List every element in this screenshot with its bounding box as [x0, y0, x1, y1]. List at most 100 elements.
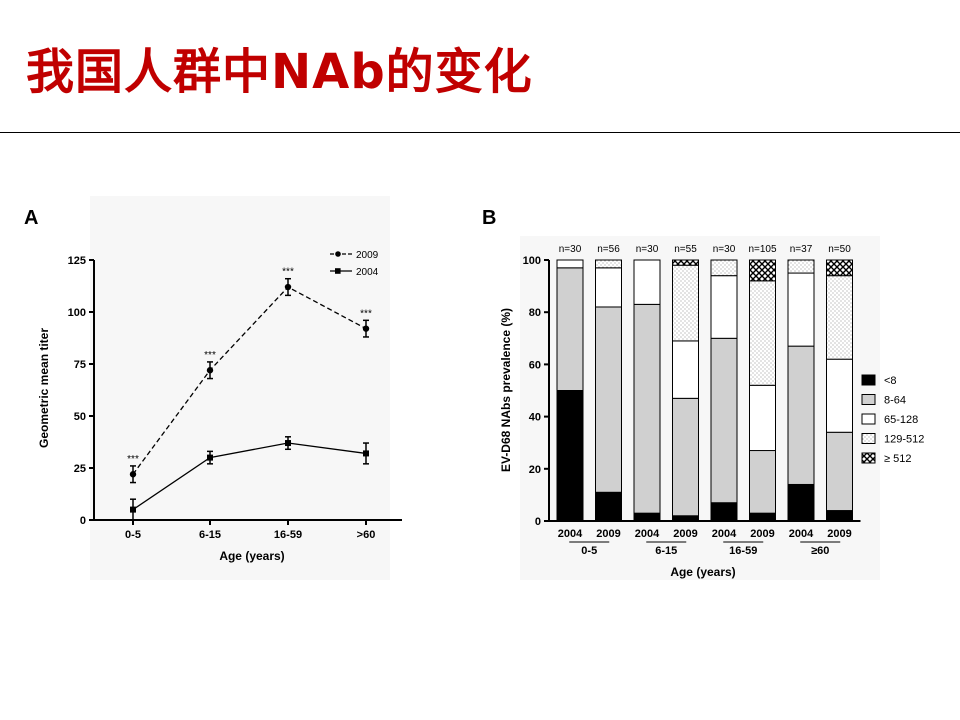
panel-b-bar-segment-2 [787, 345, 815, 485]
panel-a-legend-label: 2009 [356, 250, 379, 261]
panel-b-bar-segment-4 [787, 259, 815, 274]
panel-b-bar-segment-4 [595, 259, 622, 269]
panel-b-x-tick-label: 2009 [827, 528, 851, 540]
panel-b-bar-segment-5 [672, 259, 699, 266]
panel-b-bar-segment-2 [556, 267, 584, 391]
panel-a-point-2004 [285, 440, 291, 447]
panel-b-legend-label: 129-512 [884, 434, 924, 446]
panel-b-bar-segment-5 [826, 259, 853, 277]
panel-a-plot: 0 25 50 75 100 125 0-5 6-15 16-59 >60 *** *** *** ***… [68, 250, 402, 541]
panel-b-bar-segment-2 [633, 303, 661, 514]
panel-b-age-group-label: 16-59 [729, 545, 757, 557]
panel-a-y-tick-label: 25 [74, 463, 86, 475]
panel-b-bar-segment-5 [749, 259, 776, 282]
panel-b-bar-segment-1 [633, 512, 661, 522]
panel-a-y-axis-title: Geometric mean titer [37, 328, 51, 448]
panel-a-significance-label: *** [360, 308, 372, 319]
panel-b-y-tick-label: 100 [523, 255, 541, 267]
panel-a-significance-label: *** [204, 350, 216, 361]
panel-b-bar-segment-3 [710, 275, 738, 339]
panel-b-n-label: n=56 [597, 244, 620, 255]
panel-b-bar-segment-1 [710, 502, 738, 522]
panel-a-x-tick-label: 0-5 [125, 529, 141, 541]
panel-a-y-tick-label: 50 [74, 411, 86, 423]
panel-b-bar-segment-2 [710, 337, 738, 504]
panel-a-x-tick-label: >60 [357, 529, 376, 541]
panel-b-bar-segment-1 [556, 390, 584, 522]
panel-b-bar-segment-4 [826, 275, 853, 360]
panel-b-x-tick-label: 2009 [596, 528, 620, 540]
panel-b-legend-label: 65-128 [884, 414, 918, 426]
panel-b-bar-segment-4 [749, 280, 776, 386]
panel-b-legend-label: 8-64 [884, 395, 906, 407]
panel-b-age-group-label: 6-15 [655, 545, 677, 557]
panel-b-legend-swatch [861, 413, 876, 425]
panel-b-bar-segment-2 [826, 431, 853, 512]
panel-a-x-tick-label: 6-15 [199, 529, 221, 541]
panel-b-legend-label: <8 [884, 375, 897, 387]
panel-b-bar-segment-3 [787, 272, 815, 347]
panel-b-x-tick-label: 2009 [673, 528, 697, 540]
panel-b-bar-segment-1 [595, 491, 622, 522]
panel-a-point-2004 [130, 506, 136, 513]
panel-b-x-tick-label: 2004 [558, 528, 583, 540]
slide-title: 我国人群中NAb的变化 [26, 44, 533, 100]
panel-a-series-line-2004 [132, 442, 367, 511]
panel-b-y-axis-title: EV-D68 NAbs prevalence (%) [499, 308, 513, 472]
panel-b-bar-segment-3 [826, 358, 853, 433]
panel-a-point-2004 [363, 450, 369, 457]
panel-b-x-axis-title: Age (years) [670, 565, 735, 579]
panel-b-label: B [482, 207, 496, 229]
panel-a-point-2009 [129, 471, 137, 478]
panel-b-x-tick-label: 2009 [750, 528, 774, 540]
panel-b-y-tick-label: 40 [529, 412, 541, 424]
panel-b-y-tick-label: 0 [535, 516, 541, 528]
panel-b-age-group-label: 0-5 [581, 545, 597, 557]
panel-b-bar-segment-1 [672, 515, 699, 522]
panel-b-bar-segment-4 [710, 259, 738, 277]
panel-a-y-tick-label: 100 [68, 307, 86, 319]
panel-a-series-line-2009 [132, 286, 367, 475]
panel-b-legend-swatch [861, 433, 876, 444]
panel-b-x-tick-label: 2004 [635, 528, 660, 540]
panel-b-legend-label: ≥ 512 [884, 453, 911, 465]
panel-b-y-tick-label: 60 [529, 359, 541, 371]
panel-b-n-label: n=37 [790, 244, 813, 255]
panel-b-bar-segment-3 [749, 384, 776, 452]
panel-b-x-tick-label: 2004 [712, 528, 737, 540]
panel-a-significance-label: *** [127, 454, 139, 465]
panel-b-n-label: n=105 [748, 244, 777, 255]
chart-panel-a-background [90, 196, 390, 580]
panel-a-point-2009 [206, 367, 214, 374]
panel-b-n-label: n=30 [636, 244, 659, 255]
panel-a-y-tick-label: 0 [80, 515, 86, 527]
panel-b-y-tick-label: 20 [529, 464, 541, 476]
panel-b-bar-segment-3 [672, 340, 699, 399]
panel-b-n-label: n=30 [713, 244, 736, 255]
panel-b-bar-segment-1 [749, 512, 776, 522]
panel-b-bar-segment-3 [595, 267, 622, 308]
panel-b-bar-segment-2 [595, 306, 622, 493]
panel-b-bar-segment-1 [826, 510, 853, 522]
title-divider [0, 132, 960, 133]
panel-b-bar-segment-2 [672, 397, 699, 517]
panel-b-legend-swatch [861, 374, 876, 386]
panel-b-bar-segment-3 [556, 259, 584, 269]
panel-b-bar-segment-1 [787, 483, 815, 522]
panel-a-x-tick-label: 16-59 [274, 529, 302, 541]
panel-b-x-tick-label: 2004 [789, 528, 814, 540]
panel-b-y-tick-label: 80 [529, 307, 541, 319]
panel-a-legend-marker [335, 251, 341, 257]
panel-b-age-group-label: ≥60 [811, 545, 829, 557]
panel-b-bar-segment-3 [633, 259, 661, 305]
panel-b-n-label: n=55 [674, 244, 697, 255]
panel-b-legend-swatch [861, 394, 876, 405]
panel-b-bar-segment-4 [672, 264, 699, 342]
panel-b-plot: 0 20 40 60 80 100 2004 n=30 2009 n=56 2004 n=30 2009… [523, 244, 925, 557]
panel-a-legend-marker [335, 268, 341, 274]
panel-a-y-tick-label: 75 [74, 359, 86, 371]
panel-b-n-label: n=30 [559, 244, 582, 255]
panel-a-y-tick-label: 125 [68, 255, 86, 267]
panel-a-x-axis-title: Age (years) [219, 549, 284, 563]
